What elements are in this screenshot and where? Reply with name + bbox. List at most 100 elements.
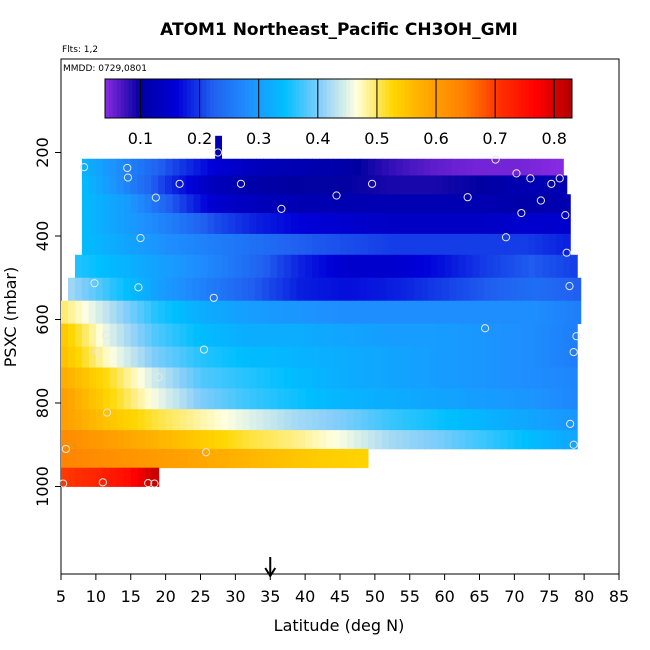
heatmap-cell	[74, 467, 83, 487]
heatmap-cell	[151, 409, 160, 431]
heatmap-cell	[74, 409, 83, 431]
heatmap-cell	[221, 194, 229, 214]
heatmap-cell	[409, 158, 418, 178]
heatmap-cell	[277, 158, 285, 178]
heatmap-cell	[234, 175, 242, 195]
heatmap-cell	[388, 194, 397, 214]
heatmap-band	[61, 367, 578, 389]
heatmap-cell	[402, 388, 411, 410]
flight-point	[277, 204, 286, 213]
heatmap-cell	[221, 213, 229, 235]
heatmap-cell	[123, 448, 132, 469]
heatmap-cell	[559, 277, 568, 302]
heatmap-cell	[249, 388, 257, 410]
heatmap-cell	[451, 430, 460, 450]
heatmap-cell	[333, 367, 341, 389]
heatmap-cell	[151, 467, 160, 487]
heatmap-cell	[207, 430, 216, 450]
heatmap-cell	[235, 346, 243, 368]
colorbar-cell	[350, 79, 355, 118]
heatmap-cell	[270, 346, 278, 368]
heatmap-cell	[200, 158, 209, 178]
heatmap-cell	[123, 254, 132, 279]
heatmap-cell	[500, 409, 508, 431]
heatmap-cell	[528, 430, 536, 450]
heatmap-cell	[116, 194, 125, 214]
heatmap-cell	[235, 430, 243, 450]
heatmap-cell	[109, 367, 118, 389]
heatmap-cell	[165, 194, 174, 214]
colorbar-cell	[206, 79, 211, 118]
heatmap-cell	[88, 233, 97, 256]
heatmap-cell	[469, 300, 478, 325]
heatmap-cell	[402, 194, 411, 214]
heatmap-cell	[123, 233, 132, 256]
heatmap-cell	[324, 300, 332, 325]
heatmap-cell	[144, 448, 153, 469]
heatmap-cell	[123, 213, 132, 235]
heatmap-cell	[102, 367, 111, 389]
heatmap-cell	[507, 194, 515, 214]
heatmap-cell	[346, 213, 355, 235]
heatmap-cell	[437, 409, 446, 431]
heatmap-cell	[395, 194, 404, 214]
heatmap-cell	[81, 213, 90, 235]
heatmap-cell	[254, 300, 263, 325]
heatmap-cell	[277, 346, 285, 368]
heatmap-cell	[213, 175, 222, 195]
colorbar-cell	[498, 79, 503, 118]
heatmap-cell	[248, 175, 256, 195]
heatmap-cell	[275, 300, 284, 325]
flight-point	[201, 448, 211, 457]
heatmap-cell	[102, 409, 111, 431]
heatmap-cell	[525, 300, 533, 325]
colorbar-cell	[490, 79, 495, 118]
heatmap-cell	[137, 409, 146, 431]
heatmap-cell	[310, 175, 318, 195]
heatmap-cell	[123, 300, 131, 325]
heatmap-cell	[451, 346, 460, 368]
heatmap-cell	[535, 158, 543, 178]
heatmap-cell	[451, 254, 460, 279]
heatmap-cell	[277, 367, 285, 389]
heatmap-cell	[388, 233, 397, 256]
heatmap-cell	[102, 323, 111, 348]
heatmap-cell	[367, 346, 376, 368]
heatmap-cell	[416, 346, 425, 368]
heatmap-cell	[393, 277, 402, 302]
colorbar-cell	[392, 79, 398, 118]
heatmap-cell	[137, 430, 146, 450]
heatmap-cell	[256, 448, 264, 469]
colorbar-cell	[373, 79, 378, 118]
heatmap-cell	[437, 430, 446, 450]
heatmap-cell	[220, 300, 228, 325]
heatmap-cell	[472, 367, 481, 389]
heatmap-cell	[556, 254, 564, 279]
colorbar-cell	[529, 79, 534, 118]
heatmap-cell	[395, 346, 404, 368]
heatmap-cell	[458, 367, 467, 389]
heatmap-cell	[220, 277, 228, 302]
heatmap-cell	[144, 175, 152, 195]
heatmap-cell	[518, 277, 526, 302]
heatmap-cell	[158, 175, 166, 195]
heatmap-cell	[193, 254, 202, 279]
heatmap-cell	[504, 175, 512, 195]
heatmap-cell	[227, 175, 235, 195]
heatmap-cell	[179, 194, 188, 214]
heatmap-cell	[416, 323, 425, 348]
heatmap-cell	[507, 409, 515, 431]
heatmap-cell	[179, 367, 188, 389]
flight-point	[501, 233, 511, 242]
heatmap-cell	[563, 388, 571, 410]
heatmap-cell	[563, 254, 571, 279]
heatmap-cell	[137, 367, 146, 389]
heatmap-cell	[312, 430, 320, 450]
heatmap-cell	[284, 158, 292, 178]
heatmap-cell	[486, 323, 495, 348]
heatmap-cell	[542, 367, 550, 389]
heatmap-cell	[179, 213, 188, 235]
heatmap-cell	[102, 467, 111, 487]
flight-point	[93, 347, 103, 356]
heatmap-cell	[242, 346, 250, 368]
